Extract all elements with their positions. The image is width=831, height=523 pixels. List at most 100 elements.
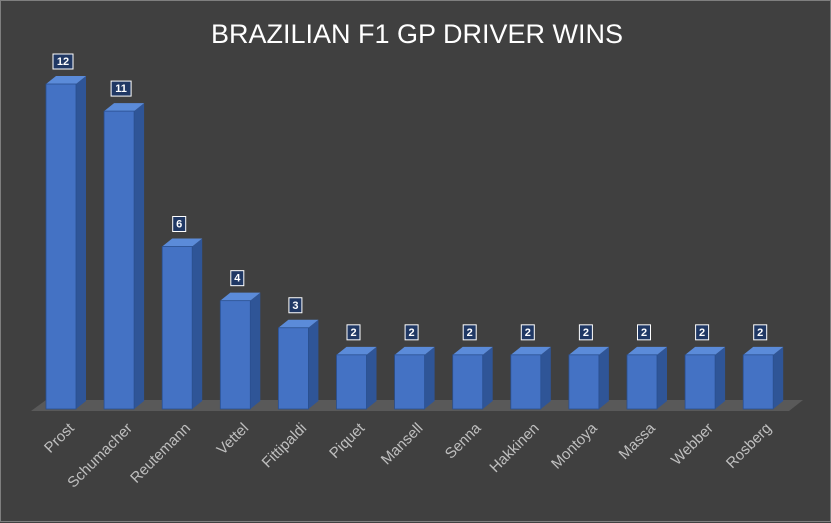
bar-front	[626, 354, 658, 410]
data-label-value: 2	[641, 327, 647, 339]
bar-front	[219, 300, 251, 410]
bar-piquet	[336, 346, 377, 410]
bar-top	[510, 346, 551, 355]
tick-label-reutemann: Reutemann	[127, 420, 194, 487]
bar-top	[568, 346, 609, 355]
data-label-value: 4	[234, 273, 241, 285]
bar-top	[336, 346, 377, 355]
bars-layer	[45, 76, 784, 410]
bar-top	[627, 346, 667, 355]
data-label-value: 3	[292, 300, 298, 312]
data-label-value: 12	[57, 56, 69, 68]
bar-mansell	[394, 346, 435, 410]
bar-side	[657, 346, 667, 409]
data-label: 11	[110, 80, 132, 97]
data-label-value: 2	[467, 327, 473, 339]
data-label: 2	[520, 324, 535, 341]
data-label-box	[172, 216, 187, 232]
bar-side	[308, 319, 319, 409]
bar-vettel	[219, 292, 261, 410]
data-label: 2	[695, 324, 710, 341]
data-label-box	[404, 324, 419, 341]
bar-side	[250, 292, 261, 409]
data-label-box	[462, 324, 477, 341]
bar-senna	[452, 346, 493, 410]
bar-front	[568, 354, 600, 410]
data-label-value: 2	[525, 327, 531, 339]
bar-front	[277, 327, 309, 410]
tick-label-webber: Webber	[668, 420, 717, 469]
tick-label-prost: Prost	[41, 419, 78, 456]
tick-label-fittipaldi: Fittipaldi	[259, 420, 311, 472]
tick-label-hakkinen: Hakkinen	[486, 420, 542, 476]
bar-top	[743, 346, 784, 355]
data-label-box	[230, 270, 245, 287]
data-label-value: 2	[350, 327, 356, 339]
tick-label-piquet: Piquet	[326, 419, 369, 462]
data-label-box	[578, 324, 593, 341]
data-labels-layer: 12 11 6 4 3 2 2 2 2 2 2 2 2	[52, 53, 768, 341]
chart-title: BRAZILIAN F1 GP DRIVER WINS	[211, 19, 623, 49]
tick-label-massa: Massa	[616, 419, 660, 463]
bar-top	[220, 292, 261, 301]
data-label-box	[753, 324, 768, 341]
bar-side	[598, 346, 609, 409]
data-label-value: 11	[115, 83, 127, 95]
bar-side	[366, 346, 377, 409]
bar-front	[742, 354, 774, 410]
bar-front	[394, 354, 426, 410]
bar-schumacher	[103, 103, 145, 410]
data-label: 2	[637, 324, 651, 341]
data-label-box	[520, 324, 535, 341]
data-label-value: 2	[409, 327, 415, 339]
bar-prost	[45, 76, 86, 410]
bar-top	[394, 346, 435, 355]
bar-side	[773, 346, 784, 409]
bar-front	[45, 83, 77, 410]
tick-label-vettel: Vettel	[214, 420, 253, 459]
bar-webber	[684, 346, 726, 410]
bar-top	[104, 103, 145, 112]
bar-side	[715, 346, 726, 409]
bar-hakkinen	[510, 346, 551, 410]
data-label: 2	[346, 324, 361, 341]
data-label: 4	[230, 270, 245, 287]
data-label: 12	[52, 53, 74, 70]
tick-label-mansell: Mansell	[378, 420, 427, 469]
bar-side	[76, 76, 86, 409]
bar-top	[452, 346, 493, 355]
tick-label-senna: Senna	[442, 419, 485, 462]
bar-side	[192, 238, 203, 409]
data-label-box	[52, 53, 74, 70]
bar-front	[161, 246, 193, 410]
data-label-value: 2	[699, 327, 705, 339]
bar-front	[452, 354, 484, 410]
data-label: 3	[288, 297, 303, 314]
data-label-box	[346, 324, 361, 341]
bar-top	[278, 319, 319, 328]
bar-reutemann	[161, 238, 203, 410]
data-label-value: 6	[176, 219, 182, 231]
bar-top	[46, 76, 86, 84]
bar-top	[162, 238, 203, 247]
data-label-box	[288, 297, 303, 314]
bar-front	[103, 110, 135, 410]
bar-side	[134, 103, 145, 409]
bar-side	[540, 346, 551, 409]
data-label: 2	[462, 324, 477, 341]
bar-fittipaldi	[277, 319, 319, 410]
tick-label-montoya: Montoya	[548, 419, 601, 472]
data-label: 2	[404, 324, 419, 341]
data-label-value: 2	[757, 327, 763, 339]
bar-top	[685, 346, 726, 355]
bar-side	[424, 346, 435, 409]
bar-massa	[626, 346, 667, 410]
data-label: 2	[753, 324, 768, 341]
bar-front	[510, 354, 542, 410]
data-label: 6	[172, 216, 187, 232]
bar-rosberg	[742, 346, 784, 410]
data-label-box	[110, 80, 132, 97]
